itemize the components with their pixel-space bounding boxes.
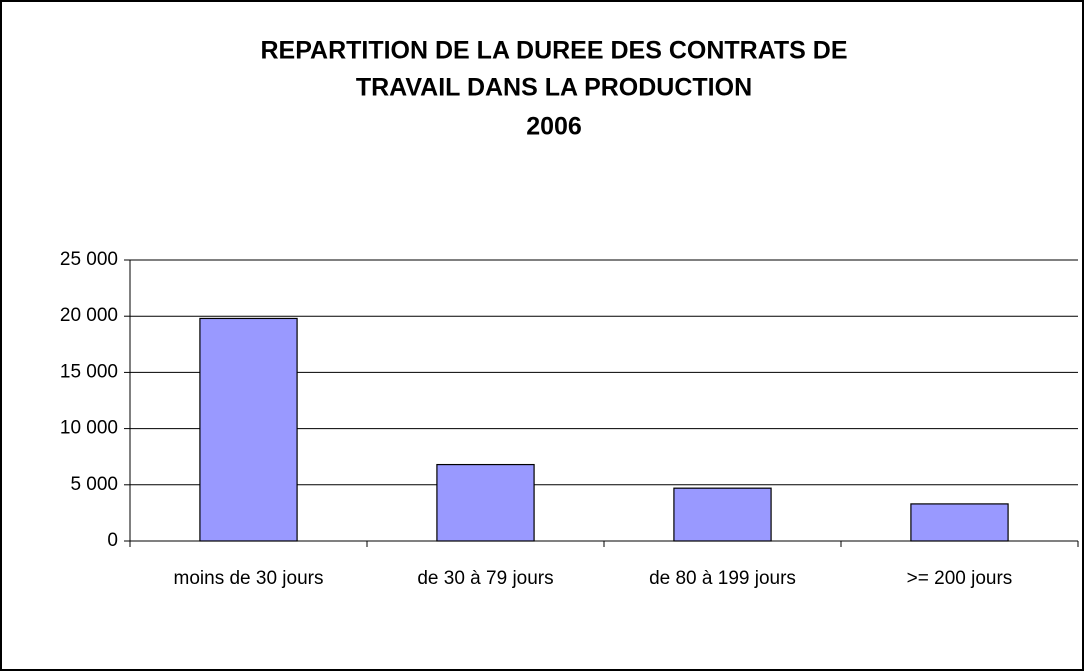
y-tick-label: 10 000 bbox=[60, 418, 118, 439]
y-tick-label: 15 000 bbox=[60, 361, 118, 382]
chart-title: TRAVAIL DANS LA PRODUCTION bbox=[356, 74, 752, 102]
bar bbox=[673, 487, 772, 542]
y-tick-label: 25 000 bbox=[60, 249, 118, 270]
chart-title: 2006 bbox=[526, 113, 582, 141]
x-tick-label: de 80 à 199 jours bbox=[649, 568, 796, 589]
y-tick-label: 5 000 bbox=[70, 474, 118, 495]
bar bbox=[910, 503, 1009, 542]
x-tick-label: de 30 à 79 jours bbox=[417, 568, 553, 589]
bar bbox=[199, 317, 298, 542]
y-tick-label: 0 bbox=[107, 530, 118, 551]
x-tick-label: moins de 30 jours bbox=[174, 568, 324, 589]
y-tick-label: 20 000 bbox=[60, 305, 118, 326]
x-tick-label: >= 200 jours bbox=[907, 568, 1013, 589]
bar bbox=[436, 463, 535, 542]
chart-title: REPARTITION DE LA DUREE DES CONTRATS DE bbox=[260, 37, 847, 65]
